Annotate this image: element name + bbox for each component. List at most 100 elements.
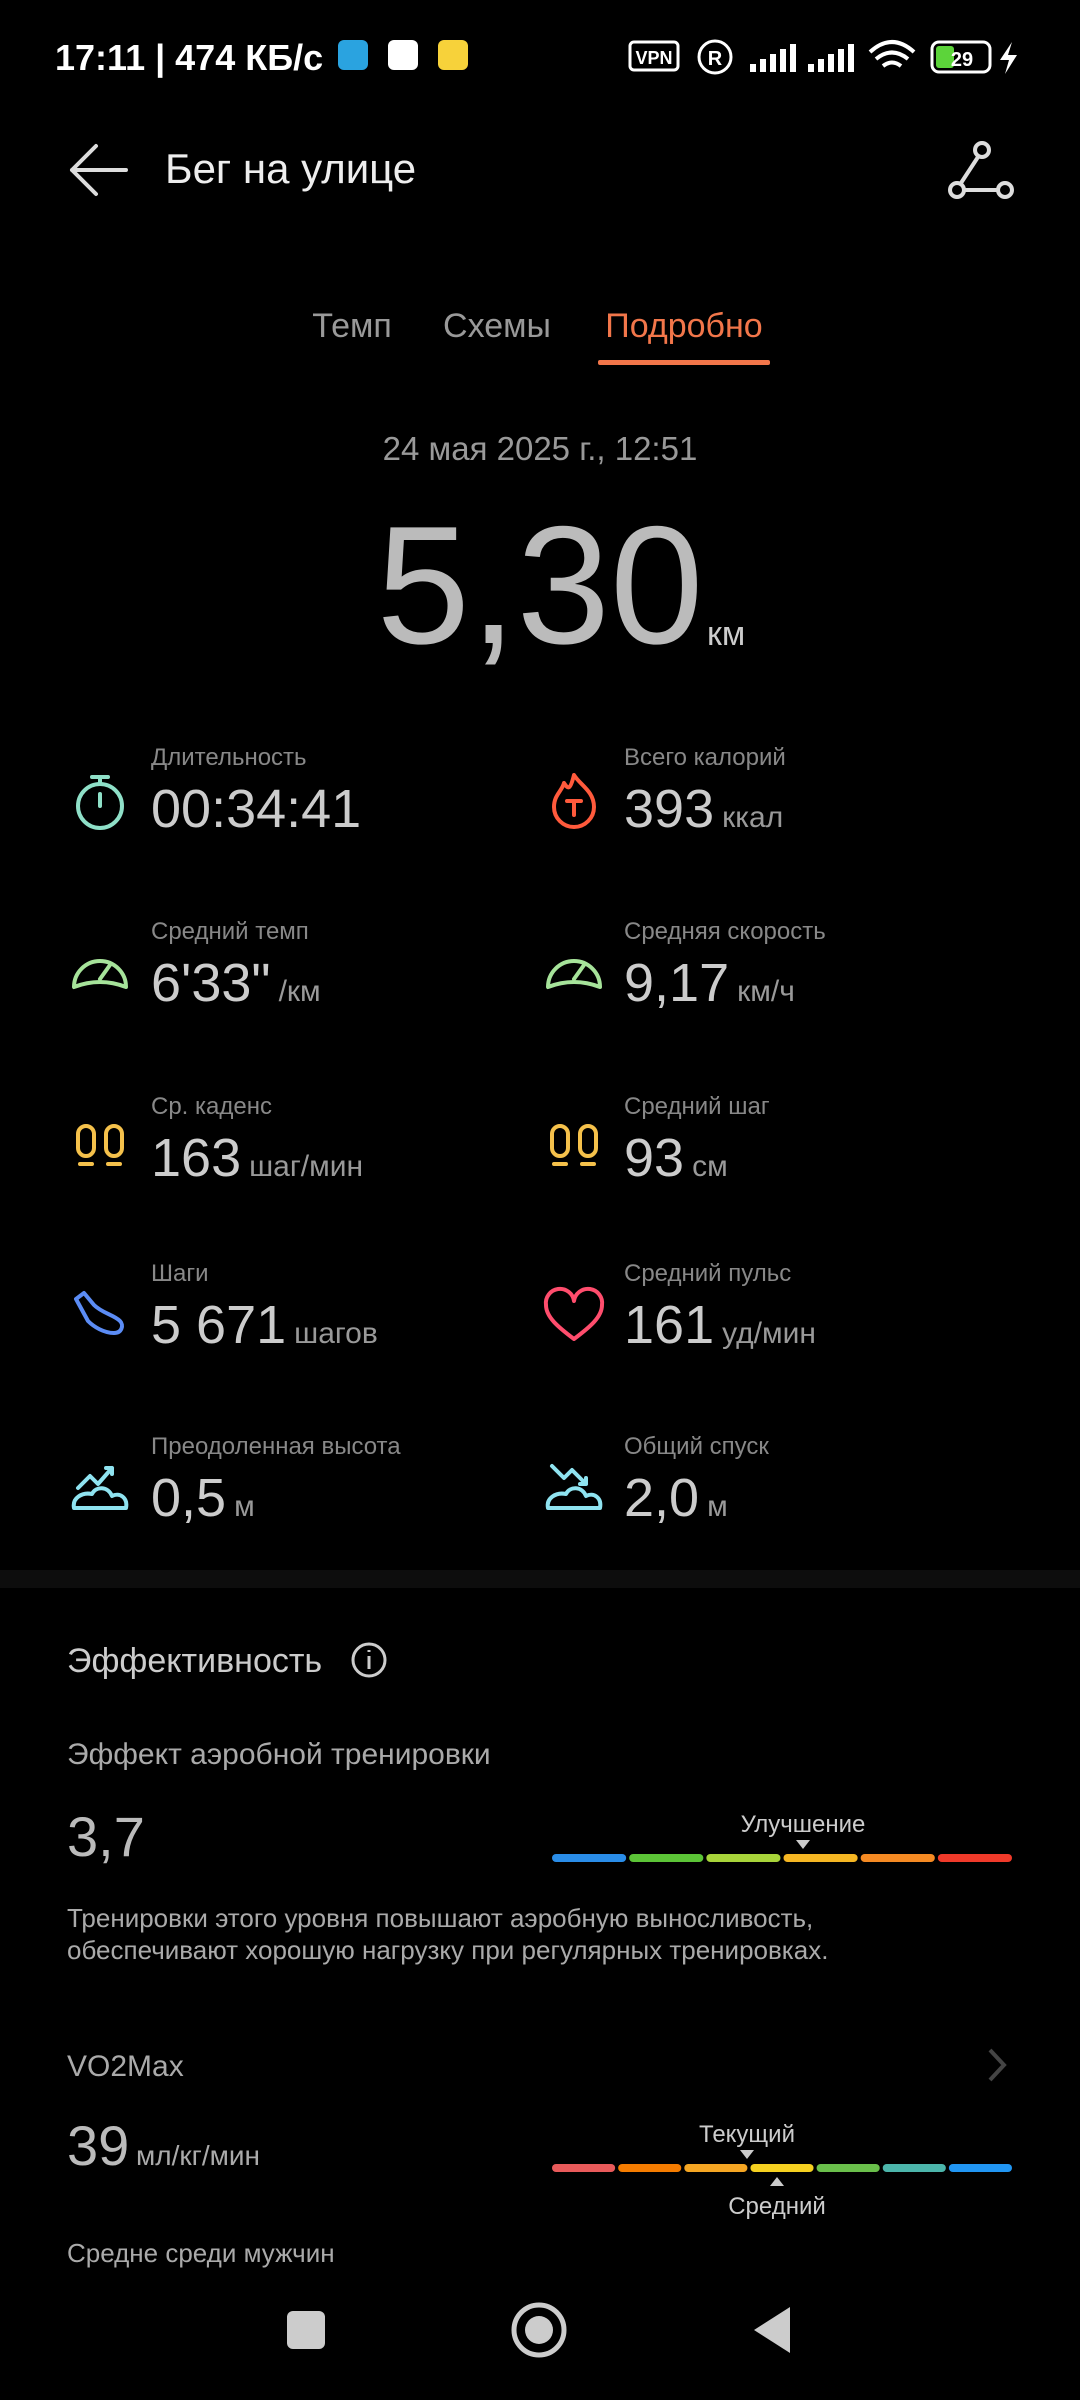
telegram-icon [338, 40, 368, 70]
nav-back[interactable] [754, 2307, 790, 2353]
aerobic-title: Эффект аэробной тренировки [67, 1738, 491, 1771]
battery-level [936, 46, 954, 68]
vo2max-average-label: Средний [728, 2193, 826, 2220]
metric-unit: ккал [722, 801, 783, 834]
metric-line: 393 ккал [624, 779, 783, 839]
metric-line: 161 уд/мин [624, 1295, 816, 1355]
back-button[interactable] [70, 144, 128, 196]
aerobic-description: Тренировки этого уровня повышают аэробну… [67, 1903, 813, 1933]
icon-shape [552, 773, 596, 829]
metric-unit: см [692, 1150, 728, 1183]
metric-unit: шаг/мин [249, 1150, 363, 1183]
scale-segment [706, 1854, 781, 1862]
vo2max-row[interactable]: VO2Max [67, 2048, 1007, 2083]
signal-2 [808, 44, 854, 72]
metric-unit: км/ч [737, 975, 795, 1008]
metric-value: 9,17 [624, 953, 729, 1013]
info-button[interactable] [351, 1642, 387, 1678]
metric-label: Средний темп [151, 918, 309, 945]
chevron [988, 2048, 1007, 2082]
metric-value: 0,5 [151, 1468, 226, 1528]
icon-shape [71, 1486, 129, 1510]
aerobic-description: обеспечивают хорошую нагрузку при регуля… [67, 1935, 828, 1965]
icon-shape [578, 1124, 598, 1158]
app-icon [438, 40, 468, 70]
tab-active[interactable]: Подробно [605, 307, 762, 345]
metric-label: Ср. каденс [151, 1093, 272, 1120]
metric-label: Общий спуск [624, 1433, 769, 1460]
vpn-label: VPN [635, 48, 672, 68]
icon-shape [572, 963, 586, 981]
metric-icon [546, 959, 602, 989]
scale-segment [629, 1854, 704, 1862]
route-button[interactable] [948, 141, 1014, 199]
metric-unit: м [707, 1490, 728, 1523]
registered-label: R [708, 48, 723, 70]
metric-label: Длительность [151, 744, 307, 771]
distance-unit: км [707, 615, 745, 653]
metric-icon [71, 1466, 129, 1510]
scale-segment [552, 2164, 616, 2172]
scale-segment [937, 1854, 1012, 1862]
tab[interactable]: Схемы [443, 307, 551, 345]
metric-icon [552, 773, 596, 829]
status-time: 17:11 | 474 КБ/с [55, 37, 323, 79]
metric-icon [545, 1464, 603, 1510]
metric-icon [72, 959, 128, 989]
nav-recents[interactable] [287, 2311, 325, 2349]
icon-shape [76, 1466, 114, 1490]
icon-shape [550, 1124, 570, 1158]
metric-icon [543, 1286, 605, 1341]
tab[interactable]: Темп [312, 307, 392, 345]
metric-value: 163 [151, 1128, 241, 1188]
metric-value: 393 [624, 779, 714, 839]
metric-line: 9,17 км/ч [624, 953, 795, 1013]
vpn-box [628, 40, 680, 72]
metric-line: 0,5 м [151, 1468, 255, 1528]
wifi-icon [868, 40, 916, 68]
info-circle [351, 1642, 387, 1678]
scale-segment [860, 1854, 935, 1862]
route-node [973, 141, 991, 159]
back-arrow [70, 144, 128, 196]
vo2max-title: VO2Max [67, 2050, 184, 2083]
metric-icon [76, 1124, 124, 1166]
metric-line: 5 671 шагов [151, 1295, 378, 1355]
metric-label: Шаги [151, 1260, 209, 1287]
vo2max-average-marker [770, 2177, 784, 2186]
metric-value: 2,0 [624, 1468, 699, 1528]
icon-shape [104, 1124, 124, 1158]
distance-value: 5,30 [377, 491, 704, 679]
aerobic-marker-label: Улучшение [741, 1811, 866, 1838]
metric-value: 161 [624, 1295, 714, 1355]
scale-segment [684, 2164, 748, 2172]
header-title: Бег на улице [165, 145, 416, 192]
workout-date: 24 мая 2025 г., 12:51 [383, 430, 698, 467]
metric-line: 2,0 м [624, 1468, 728, 1528]
metric-line: 6'33"/км [151, 953, 321, 1013]
metric-line: 93 см [624, 1128, 728, 1188]
tab-underline [598, 360, 770, 365]
icon-shape [90, 775, 110, 808]
nav-home-dot [525, 2316, 553, 2344]
metric-value: 5 671 [151, 1295, 286, 1355]
scale-segment [948, 2164, 1012, 2172]
metric-line: 00:34:41 [151, 779, 361, 839]
icon-shape [74, 1291, 124, 1335]
metric-icon [74, 1291, 124, 1335]
scale-segment [750, 2164, 814, 2172]
registered-circle [697, 39, 733, 75]
charging-icon [1000, 42, 1017, 74]
gmail-icon [388, 40, 418, 70]
icon-shape [545, 1486, 603, 1510]
metrics-grid: Длительность 00:34:41 Всего калорий 393 ккал… [71, 744, 826, 1528]
vo2max-current-marker [740, 2150, 754, 2159]
nav-home[interactable] [511, 2302, 567, 2358]
vo2max-note: Средне среди мужчин [67, 2238, 335, 2268]
icon-shape [72, 959, 128, 989]
metric-label: Средний шаг [624, 1093, 770, 1120]
vo2max-scale [552, 2164, 1012, 2172]
metric-label: Преодоленная высота [151, 1433, 401, 1460]
